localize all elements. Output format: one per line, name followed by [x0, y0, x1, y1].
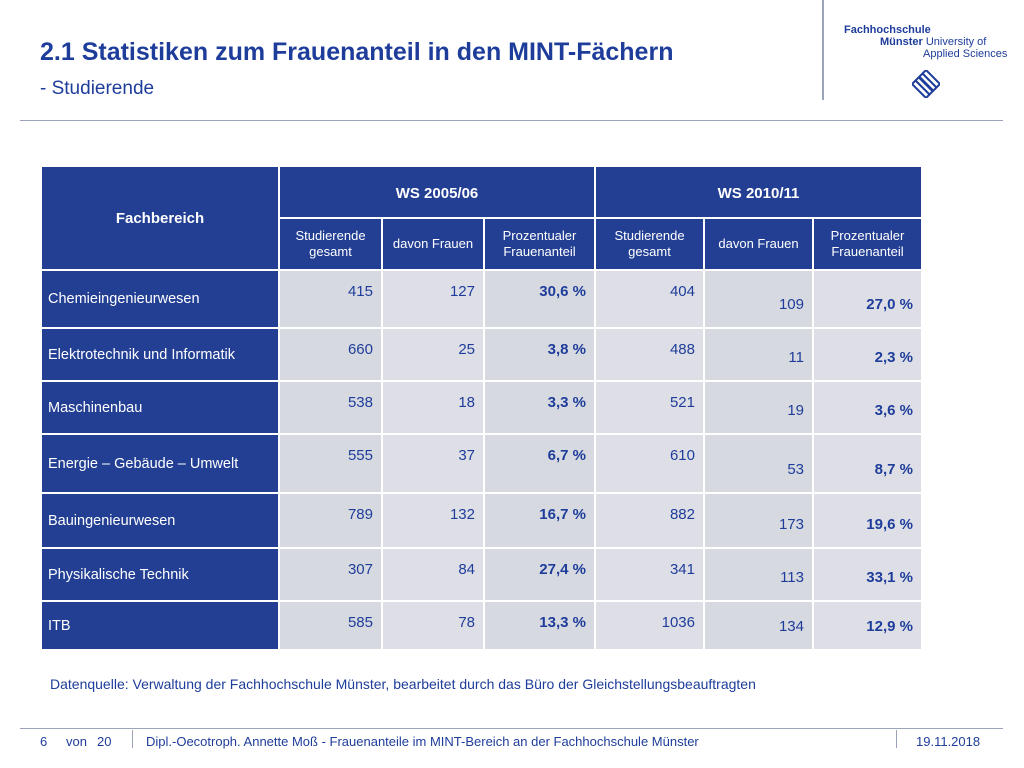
- table-cell: 25: [383, 329, 483, 380]
- table-cell: 3,8 %: [485, 329, 594, 380]
- logo-line-1: Fachhochschule: [844, 24, 931, 36]
- table-cell: 341: [596, 549, 703, 600]
- table-cell: 134: [705, 602, 812, 649]
- logo-mark-icon: [912, 70, 940, 98]
- header-divider: [20, 120, 1003, 121]
- table-cell: 789: [280, 494, 381, 547]
- table-cell: 27,4 %: [485, 549, 594, 600]
- page-subtitle: - Studierende: [40, 78, 155, 99]
- logo-divider: [822, 0, 824, 100]
- table-cell: 555: [280, 435, 381, 492]
- table-cell: 78: [383, 602, 483, 649]
- table-cell: 18: [383, 382, 483, 433]
- page-von: von: [66, 734, 87, 749]
- footer-divider: [20, 728, 1003, 729]
- subheader-cell: Studierende gesamt: [596, 219, 703, 269]
- table-row: ITB 585 78 13,3 % 1036 134 12,9 %: [42, 602, 921, 649]
- logo-line-3: Applied Sciences: [923, 48, 1008, 60]
- table-row: Bauingenieurwesen 789 132 16,7 % 882 173…: [42, 494, 921, 547]
- row-label: Energie – Gebäude – Umwelt: [42, 435, 278, 492]
- table-cell: 53: [705, 435, 812, 492]
- table-cell: 19: [705, 382, 812, 433]
- header-ws-2010: WS 2010/11: [596, 167, 921, 217]
- row-label: ITB: [42, 602, 278, 649]
- table-cell: 488: [596, 329, 703, 380]
- table-cell: 538: [280, 382, 381, 433]
- footer-separator: [132, 730, 133, 748]
- table-cell: 660: [280, 329, 381, 380]
- header-ws-2005: WS 2005/06: [280, 167, 594, 217]
- table-cell: 109: [705, 271, 812, 327]
- table-cell: 173: [705, 494, 812, 547]
- table-cell: 30,6 %: [485, 271, 594, 327]
- footer-separator: [896, 730, 897, 748]
- table-row: Physikalische Technik 307 84 27,4 % 341 …: [42, 549, 921, 600]
- subheader-cell: Studierende gesamt: [280, 219, 381, 269]
- page-number: 6: [40, 734, 48, 749]
- table-cell: 2,3 %: [814, 329, 921, 380]
- table-cell: 13,3 %: [485, 602, 594, 649]
- table-cell: 12,9 %: [814, 602, 921, 649]
- footer-author: Dipl.-Oecotroph. Annette Moß - Frauenant…: [146, 734, 699, 749]
- subheader-cell: Prozentualer Frauenanteil: [814, 219, 921, 269]
- table-cell: 113: [705, 549, 812, 600]
- footer-date: 19.11.2018: [916, 734, 981, 749]
- table-cell: 16,7 %: [485, 494, 594, 547]
- subheader-cell: davon Frauen: [383, 219, 483, 269]
- table-cell: 610: [596, 435, 703, 492]
- table-cell: 19,6 %: [814, 494, 921, 547]
- subheader-cell: davon Frauen: [705, 219, 812, 269]
- table-row: Maschinenbau 538 18 3,3 % 521 19 3,6 %: [42, 382, 921, 433]
- table-cell: 404: [596, 271, 703, 327]
- page-title: 2.1 Statistiken zum Frauenanteil in den …: [40, 38, 674, 66]
- table-cell: 27,0 %: [814, 271, 921, 327]
- table-cell: 415: [280, 271, 381, 327]
- row-label: Elektrotechnik und Informatik: [42, 329, 278, 380]
- table-cell: 37: [383, 435, 483, 492]
- table-cell: 1036: [596, 602, 703, 649]
- table-cell: 6,7 %: [485, 435, 594, 492]
- table-cell: 33,1 %: [814, 549, 921, 600]
- row-label: Physikalische Technik: [42, 549, 278, 600]
- table-cell: 3,6 %: [814, 382, 921, 433]
- table-cell: 84: [383, 549, 483, 600]
- logo-line-2b: University of: [925, 36, 987, 48]
- table-cell: 132: [383, 494, 483, 547]
- table-cell: 882: [596, 494, 703, 547]
- institution-logo: Fachhochschule Münster University of App…: [844, 24, 1007, 60]
- table-cell: 11: [705, 329, 812, 380]
- statistics-table: Fachbereich WS 2005/06 WS 2010/11 Studie…: [40, 165, 923, 651]
- table-row: Elektrotechnik und Informatik 660 25 3,8…: [42, 329, 921, 380]
- table-cell: 585: [280, 602, 381, 649]
- table-cell: 521: [596, 382, 703, 433]
- logo-line-2a: Münster: [880, 36, 923, 48]
- table-row: Energie – Gebäude – Umwelt 555 37 6,7 % …: [42, 435, 921, 492]
- page-total: 20: [97, 734, 112, 749]
- row-label: Maschinenbau: [42, 382, 278, 433]
- table-cell: 8,7 %: [814, 435, 921, 492]
- table-cell: 127: [383, 271, 483, 327]
- data-source-note: Datenquelle: Verwaltung der Fachhochschu…: [50, 676, 756, 692]
- subheader-cell: Prozentualer Frauenanteil: [485, 219, 594, 269]
- row-label: Chemieingenieurwesen: [42, 271, 278, 327]
- table-cell: 3,3 %: [485, 382, 594, 433]
- table-cell: 307: [280, 549, 381, 600]
- header-fachbereich: Fachbereich: [42, 167, 278, 269]
- table-row: Chemieingenieurwesen 415 127 30,6 % 404 …: [42, 271, 921, 327]
- row-label: Bauingenieurwesen: [42, 494, 278, 547]
